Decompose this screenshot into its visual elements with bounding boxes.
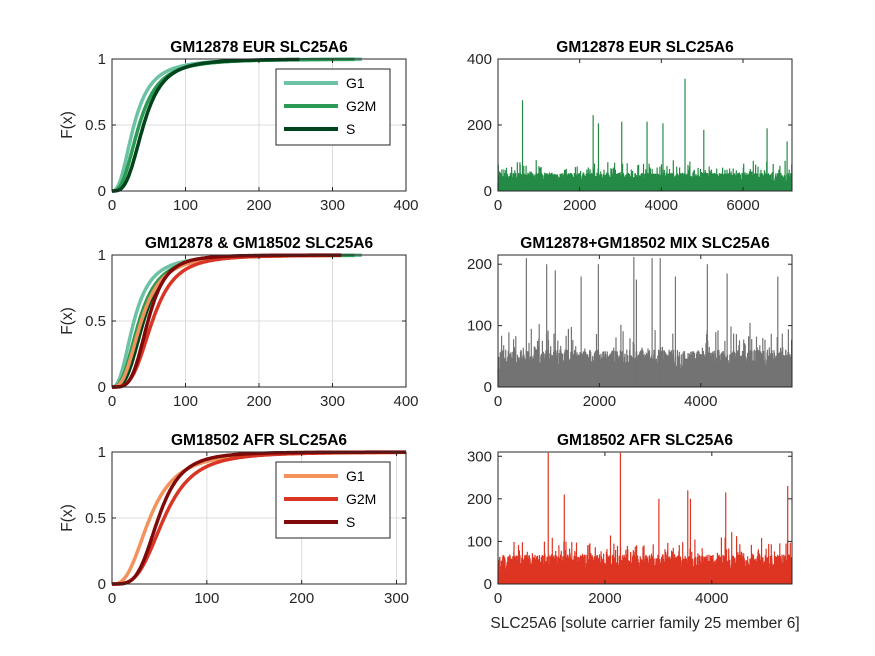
y-tick-label: 200: [467, 491, 492, 508]
histogram-base-band: [498, 185, 792, 191]
histogram-base-band: [498, 376, 792, 387]
x-tick-label: 6000: [726, 197, 759, 214]
chart-hist_eur: 0 2000 4000 6000 0 200 400 GM12878 EUR SLC25A6: [467, 39, 793, 214]
chart-title: GM12878 & GM18502 SLC25A6: [145, 235, 374, 252]
x-tick-label: 2000: [583, 393, 616, 410]
x-tick-label: 100: [173, 197, 198, 214]
y-axis-label: F(x): [59, 111, 76, 139]
x-tick-label: 400: [393, 393, 418, 410]
x-tick-label: 300: [384, 590, 409, 607]
legend-label-s: S: [346, 121, 355, 137]
y-tick-label: 0.5: [85, 313, 106, 330]
chart-hist_afr: 0 2000 4000 0 100 200 300 GM18502 AFR SLC25A6 SL…: [467, 432, 800, 632]
x-tick-label: 2000: [588, 590, 621, 607]
legend-label-g2m: G2M: [346, 98, 376, 114]
x-tick-label: 2000: [563, 197, 596, 214]
y-axis-label: F(x): [59, 307, 76, 335]
y-tick-label: 0: [98, 576, 106, 593]
y-tick-label: 0.5: [85, 117, 106, 134]
y-tick-label: 300: [467, 448, 492, 465]
chart-cdf_eur: 0 100 200 300 400 0 0.5 1 GM12878 EUR SLC25A6 F(x…: [59, 39, 419, 214]
x-tick-label: 0: [108, 590, 116, 607]
x-tick-label: 200: [246, 197, 271, 214]
y-tick-label: 400: [467, 51, 492, 68]
axes-box: [497, 451, 793, 585]
x-tick-label: 200: [289, 590, 314, 607]
y-tick-label: 0: [484, 379, 492, 396]
x-tick-label: 4000: [684, 393, 717, 410]
histogram-base-band: [498, 575, 792, 584]
x-tick-label: 0: [494, 197, 502, 214]
x-tick-label: 300: [320, 197, 345, 214]
legend-label-g1: G1: [346, 468, 365, 484]
y-tick-label: 1: [98, 51, 106, 68]
chart-title: GM18502 AFR SLC25A6: [557, 432, 733, 449]
y-tick-label: 200: [467, 117, 492, 134]
legend: G1 G2M S: [275, 461, 391, 539]
cdf-line-s: [110, 57, 301, 193]
chart-hist_mix: 0 2000 4000 0 100 200 GM12878+GM18502 MIX SLC2…: [467, 235, 793, 410]
legend-label-s: S: [346, 514, 355, 530]
y-axis-label: F(x): [59, 504, 76, 532]
axes-box: [497, 254, 793, 388]
legend: G1 G2M S: [275, 68, 391, 146]
legend-label-g1: G1: [346, 75, 365, 91]
x-tick-label: 4000: [695, 590, 728, 607]
y-tick-label: 100: [467, 533, 492, 550]
x-tick-label: 100: [173, 393, 198, 410]
chart-cdf_afr: 0 100 200 300 0 0.5 1 GM18502 AFR SLC25A6 F(x) G1…: [59, 432, 409, 607]
chart-title: GM18502 AFR SLC25A6: [171, 432, 347, 449]
y-tick-label: 100: [467, 318, 492, 335]
chart-title: GM12878 EUR SLC25A6: [170, 39, 348, 56]
y-tick-label: 0: [98, 379, 106, 396]
x-tick-label: 300: [320, 393, 345, 410]
y-tick-label: 0.5: [85, 510, 106, 527]
y-tick-label: 0: [484, 183, 492, 200]
x-tick-label: 0: [494, 590, 502, 607]
x-tick-label: 0: [108, 197, 116, 214]
x-tick-label: 0: [108, 393, 116, 410]
y-tick-label: 0: [98, 183, 106, 200]
x-axis-label: SLC25A6 [solute carrier family 25 member…: [490, 615, 799, 632]
x-tick-label: 0: [494, 393, 502, 410]
plot-area: [498, 59, 792, 191]
y-tick-label: 200: [467, 256, 492, 273]
x-tick-label: 100: [194, 590, 219, 607]
chart-title: GM12878+GM18502 MIX SLC25A6: [520, 235, 770, 252]
legend-label-g2m: G2M: [346, 491, 376, 507]
x-tick-label: 400: [393, 197, 418, 214]
chart-cdf_mix: 0 100 200 300 400 0 0.5 1 GM12878 & GM18502 SLC2…: [59, 235, 419, 410]
y-tick-label: 1: [98, 444, 106, 461]
y-tick-label: 1: [98, 247, 106, 264]
y-tick-label: 0: [484, 576, 492, 593]
chart-title: GM12878 EUR SLC25A6: [556, 39, 734, 56]
x-tick-label: 4000: [645, 197, 678, 214]
x-tick-label: 200: [246, 393, 271, 410]
